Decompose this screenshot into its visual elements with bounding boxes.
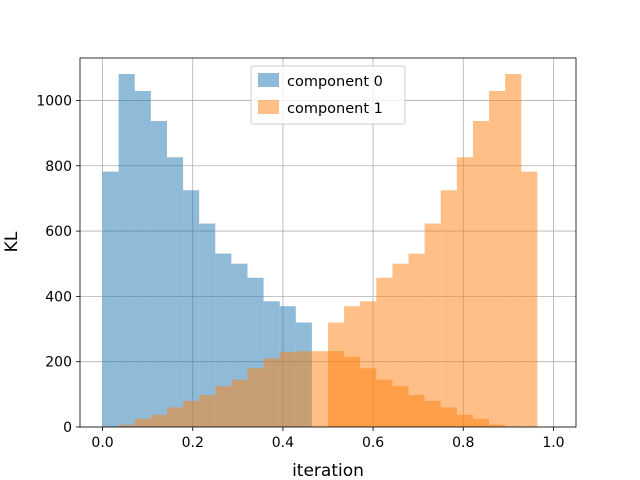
histogram-bar: [134, 418, 151, 427]
histogram-bar: [311, 351, 328, 427]
histogram-bar: [505, 74, 522, 427]
x-tick-label: 0.0: [91, 435, 113, 451]
x-tick-label: 0.4: [272, 435, 294, 451]
histogram-bar: [489, 90, 506, 427]
histogram-bar: [231, 379, 248, 427]
histogram-bar: [521, 171, 538, 427]
histogram-bar: [456, 157, 473, 427]
legend-swatch-component-0: [258, 73, 279, 87]
histogram-bar: [150, 121, 167, 427]
legend-label-component-0: component 0: [287, 74, 383, 90]
histogram-bar: [118, 74, 135, 427]
histogram-bar: [472, 121, 490, 427]
legend-label-component-1: component 1: [287, 101, 383, 117]
x-tick-label: 0.6: [362, 435, 384, 451]
x-axis-label: iteration: [292, 461, 364, 480]
histogram-bar: [279, 351, 296, 427]
series-0: [102, 74, 312, 427]
histogram-bar: [134, 90, 151, 427]
histogram-bar: [408, 253, 425, 427]
histogram-bar: [376, 277, 393, 427]
histogram-bar: [166, 407, 184, 427]
histogram-bar: [102, 171, 119, 427]
histogram-bar: [263, 358, 280, 427]
y-tick-label: 400: [45, 289, 72, 305]
histogram-bar: [166, 157, 184, 427]
histogram-bar: [440, 190, 457, 427]
histogram-bar: [424, 223, 441, 427]
histogram-bar: [360, 301, 377, 427]
histogram-bar: [295, 351, 312, 427]
x-tick-label: 0.2: [182, 435, 204, 451]
histogram-bar: [199, 223, 216, 427]
histogram-bar: [215, 386, 232, 427]
legend: component 0 component 1: [250, 65, 406, 125]
y-tick-label: 0: [63, 420, 72, 436]
histogram-bar: [183, 400, 200, 427]
y-tick-label: 1000: [36, 93, 72, 109]
histogram-bar: [183, 190, 200, 427]
plot-frame: [79, 57, 577, 428]
histogram-bar: [247, 368, 264, 427]
legend-swatch-component-1: [258, 100, 279, 114]
y-tick-label: 800: [45, 159, 72, 175]
y-tick-label: 200: [45, 355, 72, 371]
legend-box: [250, 65, 406, 125]
y-tick-label: 600: [45, 224, 72, 240]
bars: [102, 74, 538, 427]
y-axis-label: KL: [2, 231, 22, 252]
x-tick-label: 0.8: [452, 435, 474, 451]
histogram-bar: [392, 263, 409, 427]
x-tick-label: 1.0: [542, 435, 564, 451]
ticks: 0.0 0.2 0.4 0.6 0.8 1.0 0 200 400 600 800 1000: [36, 93, 564, 451]
histogram-bar: [118, 424, 135, 427]
histogram-bar: [344, 306, 361, 427]
series-2: [328, 74, 538, 427]
histogram-bar: [150, 414, 167, 427]
histogram-bar: [215, 253, 232, 427]
histogram-bar: [199, 394, 216, 427]
histogram-bar: [328, 322, 345, 427]
